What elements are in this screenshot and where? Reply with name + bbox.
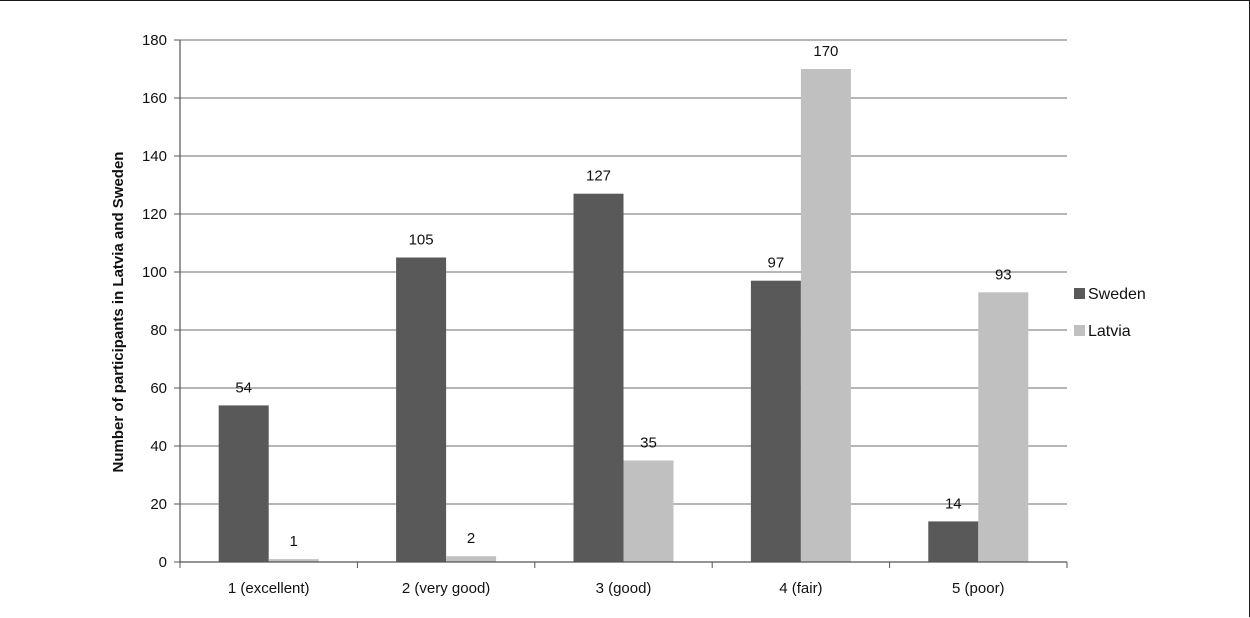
data-label: 170 [813, 43, 838, 60]
data-label: 1 [290, 533, 298, 550]
bar-sweden [750, 280, 801, 562]
y-tick-label: 40 [150, 438, 167, 455]
y-tick-label: 20 [150, 496, 167, 513]
y-tick-label: 80 [150, 322, 167, 339]
bar-sweden [573, 193, 624, 562]
y-tick-label: 140 [142, 148, 167, 165]
legend: Sweden Latvia [1074, 286, 1146, 340]
x-tick-label: 5 (poor) [952, 580, 1005, 597]
bar-sweden [928, 521, 979, 562]
y-axis-title: Number of participants in Latvia and Swe… [110, 152, 127, 473]
labels: 0 20 40 60 80 100 120 140 160 180 54 1 1 (excellent)… [142, 32, 1012, 597]
y-tick-label: 0 [159, 554, 167, 571]
legend-label-sweden: Sweden [1088, 286, 1146, 303]
data-label: 2 [467, 530, 475, 547]
y-tick-label: 100 [142, 264, 167, 281]
bars [218, 69, 1029, 562]
bar-latvia [623, 460, 674, 562]
legend-swatch-sweden [1074, 288, 1085, 299]
x-tick-label: 4 (fair) [779, 580, 822, 597]
bar-latvia [800, 69, 851, 562]
bar-latvia [268, 559, 319, 562]
x-tick-label: 2 (very good) [402, 580, 490, 597]
bar-sweden [218, 405, 269, 562]
data-label: 97 [768, 255, 785, 272]
data-label: 14 [945, 495, 962, 512]
data-label: 93 [995, 266, 1012, 283]
y-tick-label: 60 [150, 380, 167, 397]
data-label: 35 [640, 435, 657, 452]
x-tick-label: 3 (good) [596, 580, 652, 597]
bar-sweden [396, 257, 447, 562]
x-tick-label: 1 (excellent) [228, 580, 310, 597]
data-label: 54 [235, 379, 252, 396]
data-label: 127 [586, 168, 611, 185]
data-label: 105 [409, 232, 434, 249]
y-tick-label: 180 [142, 32, 167, 49]
axes [174, 39, 1068, 568]
bar-latvia [446, 556, 497, 562]
legend-swatch-latvia [1074, 325, 1085, 336]
y-tick-label: 120 [142, 206, 167, 223]
y-tick-label: 160 [142, 90, 167, 107]
legend-label-latvia: Latvia [1088, 323, 1131, 340]
bar-latvia [978, 292, 1029, 562]
